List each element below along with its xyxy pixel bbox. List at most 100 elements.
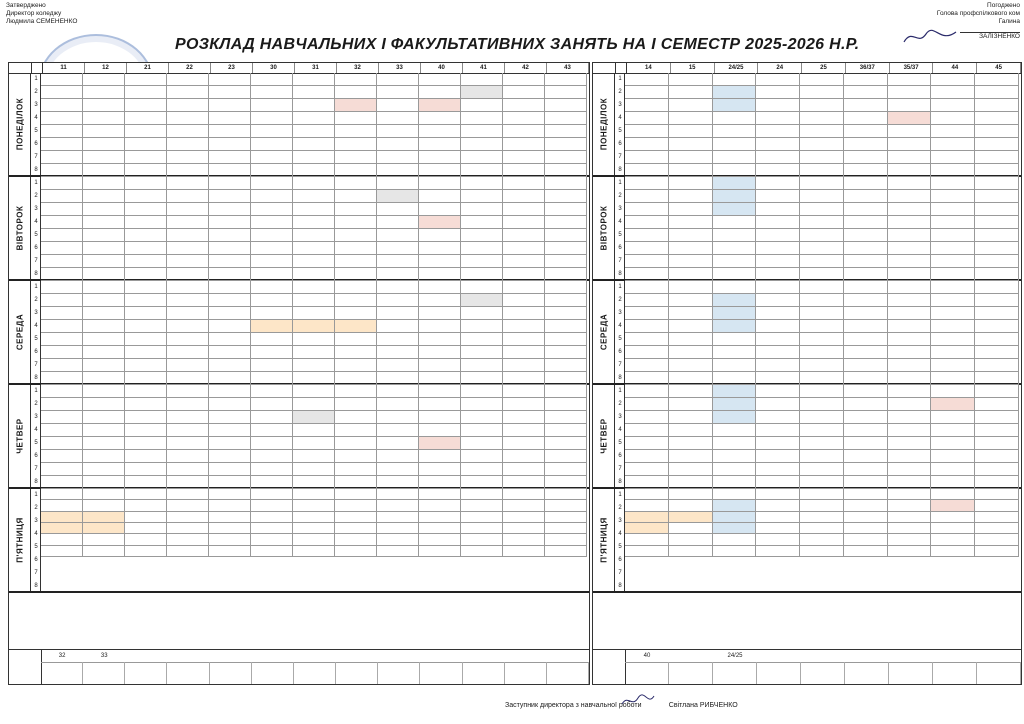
lesson-cell: [503, 86, 545, 99]
signature-line: [960, 26, 1020, 33]
lesson-cell: [293, 450, 335, 463]
lesson-cell: [293, 545, 335, 557]
pair-number: 1: [34, 492, 38, 498]
pair-number: 6: [618, 245, 622, 251]
lesson-cell: [800, 333, 844, 346]
group-header-21: 21: [127, 63, 169, 73]
lesson-cell: [887, 177, 932, 190]
group-header-32: 32: [337, 63, 379, 73]
lesson-cell: [251, 398, 293, 411]
lesson-cell: [800, 424, 844, 437]
pair-number: 3: [618, 102, 622, 108]
lesson-cell: [293, 177, 335, 190]
lesson-cell: [41, 203, 83, 216]
lesson-cell: [461, 385, 503, 398]
lesson-cell: [503, 437, 545, 450]
lesson-cell: [756, 151, 801, 164]
lesson-cell: [167, 320, 209, 333]
lesson-cell: [800, 268, 844, 281]
lesson-cell: [712, 294, 757, 307]
lesson-cell: [887, 511, 932, 523]
lesson-cell: [800, 125, 844, 138]
lesson-cell: [545, 99, 587, 112]
lesson-cell: [887, 242, 932, 255]
lesson-cell: [843, 307, 888, 320]
lesson-cell: [167, 190, 209, 203]
weekly-hours-value: [505, 650, 547, 662]
lesson-cell: [931, 476, 976, 489]
lesson-cell: [125, 151, 167, 164]
lesson-cell: [503, 125, 545, 138]
lesson-cell: [545, 359, 587, 372]
lesson-cell: [668, 138, 713, 151]
pair-number: 3: [34, 414, 38, 420]
lesson-cell: [975, 523, 1019, 535]
lesson-cell: [41, 500, 83, 512]
lesson-cell: [503, 99, 545, 112]
lesson-cell: [335, 333, 377, 346]
lesson-cell: П/П: [887, 411, 932, 424]
curator-name: [167, 662, 210, 684]
lesson-cell: [975, 476, 1019, 489]
summary-label-column: [593, 650, 626, 684]
lesson-cell: [503, 281, 545, 294]
lesson-cell: [625, 268, 669, 281]
lesson-cell: [545, 523, 587, 535]
lesson-cell: [887, 545, 932, 557]
lesson-cell: [461, 463, 503, 476]
lesson-cell: [125, 86, 167, 99]
lesson-cell: [712, 372, 757, 385]
lesson-cell: [843, 398, 888, 411]
lesson-cell: [975, 164, 1019, 177]
lesson-cell: [800, 177, 844, 190]
lesson-cell: [931, 281, 976, 294]
lesson-cell: [625, 489, 669, 501]
lesson-cell: [975, 489, 1019, 501]
lesson-cell: [931, 398, 976, 411]
lesson-cell: [625, 372, 669, 385]
lesson-cell: [975, 177, 1019, 190]
lesson-cell: [668, 125, 713, 138]
lesson-cell: [167, 164, 209, 177]
lesson-cell: [293, 307, 335, 320]
pair-number: 5: [618, 128, 622, 134]
lesson-cell: ПП: [461, 320, 503, 333]
lesson-cell: [83, 125, 125, 138]
lesson-cell: [712, 73, 757, 86]
lesson-cell: [756, 534, 801, 546]
lesson-cell: [125, 242, 167, 255]
lesson-cell: [931, 511, 976, 523]
lesson-cell: [545, 268, 587, 281]
lesson-cell: [83, 229, 125, 242]
lesson-cell: [503, 398, 545, 411]
lesson-cell: [756, 437, 801, 450]
lesson-cell: [503, 346, 545, 359]
lesson-cell: [419, 294, 461, 307]
lesson-cell: [377, 242, 419, 255]
lesson-cell: [712, 500, 757, 512]
lesson-cell: [975, 268, 1019, 281]
lesson-cell: [756, 359, 801, 372]
lesson-cell: [931, 320, 976, 333]
deputy-signature: [620, 692, 656, 710]
lesson-cell: [335, 523, 377, 535]
pair-number: 6: [34, 141, 38, 147]
pair-number: 3: [618, 206, 622, 212]
lesson-cell: [668, 268, 713, 281]
lesson-cell: [975, 333, 1019, 346]
lesson-cell: [461, 476, 503, 489]
lesson-cell: [756, 86, 801, 99]
pair-number: 7: [34, 570, 38, 576]
lesson-cell: [800, 229, 844, 242]
lesson-cell: [251, 138, 293, 151]
lesson-cell: [209, 463, 251, 476]
lesson-cell: [209, 281, 251, 294]
lesson-cell: [843, 333, 888, 346]
lesson-cell: [625, 476, 669, 489]
lesson-cell: [503, 511, 545, 523]
lesson-cell: [293, 398, 335, 411]
lesson-cell: [209, 268, 251, 281]
lesson-cell: [975, 534, 1019, 546]
lesson-cell: П/П: [975, 411, 1019, 424]
lesson-cell: [931, 359, 976, 372]
